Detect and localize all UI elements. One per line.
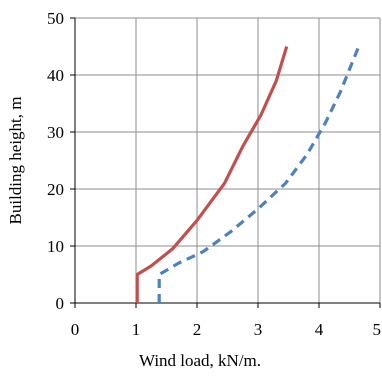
x-tick-label: 5 bbox=[373, 320, 382, 339]
x-tick-label: 3 bbox=[254, 320, 263, 339]
series-line-dashed bbox=[157, 45, 361, 303]
y-tick-label: 50 bbox=[47, 9, 64, 28]
y-axis-label: Building height, m bbox=[6, 97, 25, 225]
x-tick-labels: 0 1 2 3 4 5 bbox=[71, 320, 381, 339]
y-tick-label: 40 bbox=[47, 66, 64, 85]
grid bbox=[75, 17, 381, 303]
y-tick-label: 10 bbox=[47, 237, 64, 256]
y-tick-label: 20 bbox=[47, 180, 64, 199]
x-axis-label: Wind load, kN/m. bbox=[139, 351, 261, 370]
x-tick-label: 2 bbox=[193, 320, 202, 339]
series-lines bbox=[135, 45, 361, 303]
x-tick-label: 4 bbox=[315, 320, 324, 339]
x-tick-label: 0 bbox=[71, 320, 80, 339]
axes bbox=[70, 17, 381, 308]
x-tick-label: 1 bbox=[132, 320, 141, 339]
series-line-solid bbox=[135, 46, 289, 303]
y-tick-label: 30 bbox=[47, 123, 64, 142]
y-tick-label: 0 bbox=[56, 294, 65, 313]
y-tick-labels: 0 10 20 30 40 50 bbox=[47, 9, 64, 313]
